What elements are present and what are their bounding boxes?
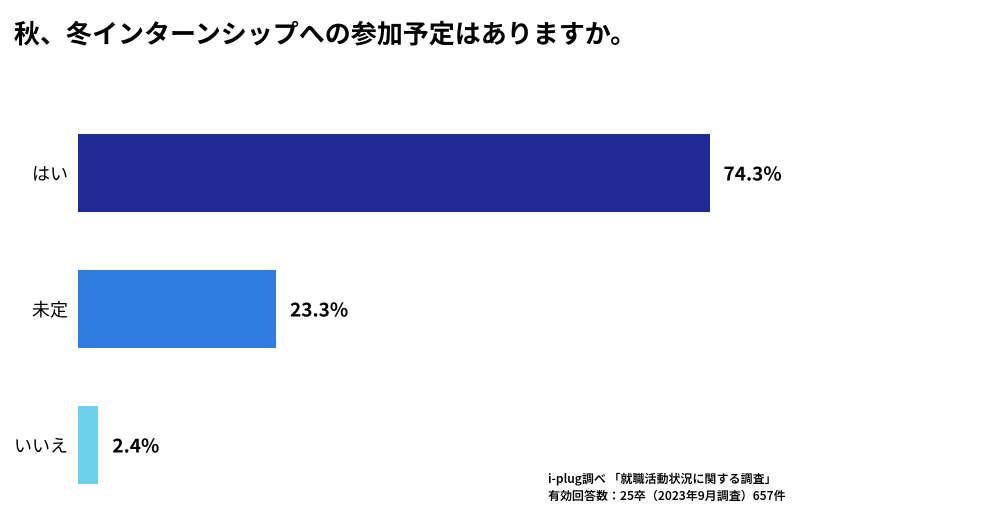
bar-value: 2.4% <box>112 432 159 459</box>
bar-track: 74.3% <box>78 134 928 212</box>
bar-value: 23.3% <box>290 296 348 323</box>
footnote-line-1: i-plug調べ 「就職活動状況に関する調査」 <box>548 471 786 488</box>
bar-value: 74.3% <box>724 160 782 187</box>
bar <box>78 406 98 484</box>
chart-footnote: i-plug調べ 「就職活動状況に関する調査」 有効回答数：25卒（2023年9… <box>548 471 786 505</box>
bar <box>78 270 276 348</box>
bar-label: 未定 <box>0 296 78 322</box>
bar-label: はい <box>0 160 78 186</box>
bar <box>78 134 710 212</box>
bar-track: 2.4% <box>78 406 928 484</box>
bar-track: 23.3% <box>78 270 928 348</box>
bar-label: いいえ <box>0 432 78 458</box>
bar-row: はい 74.3% <box>0 134 1000 212</box>
bar-row: 未定 23.3% <box>0 270 1000 348</box>
bar-row: いいえ 2.4% <box>0 406 1000 484</box>
chart-area: はい 74.3% 未定 23.3% いいえ 2.4% <box>0 0 1000 523</box>
footnote-line-2: 有効回答数：25卒（2023年9月調査）657件 <box>548 488 786 505</box>
